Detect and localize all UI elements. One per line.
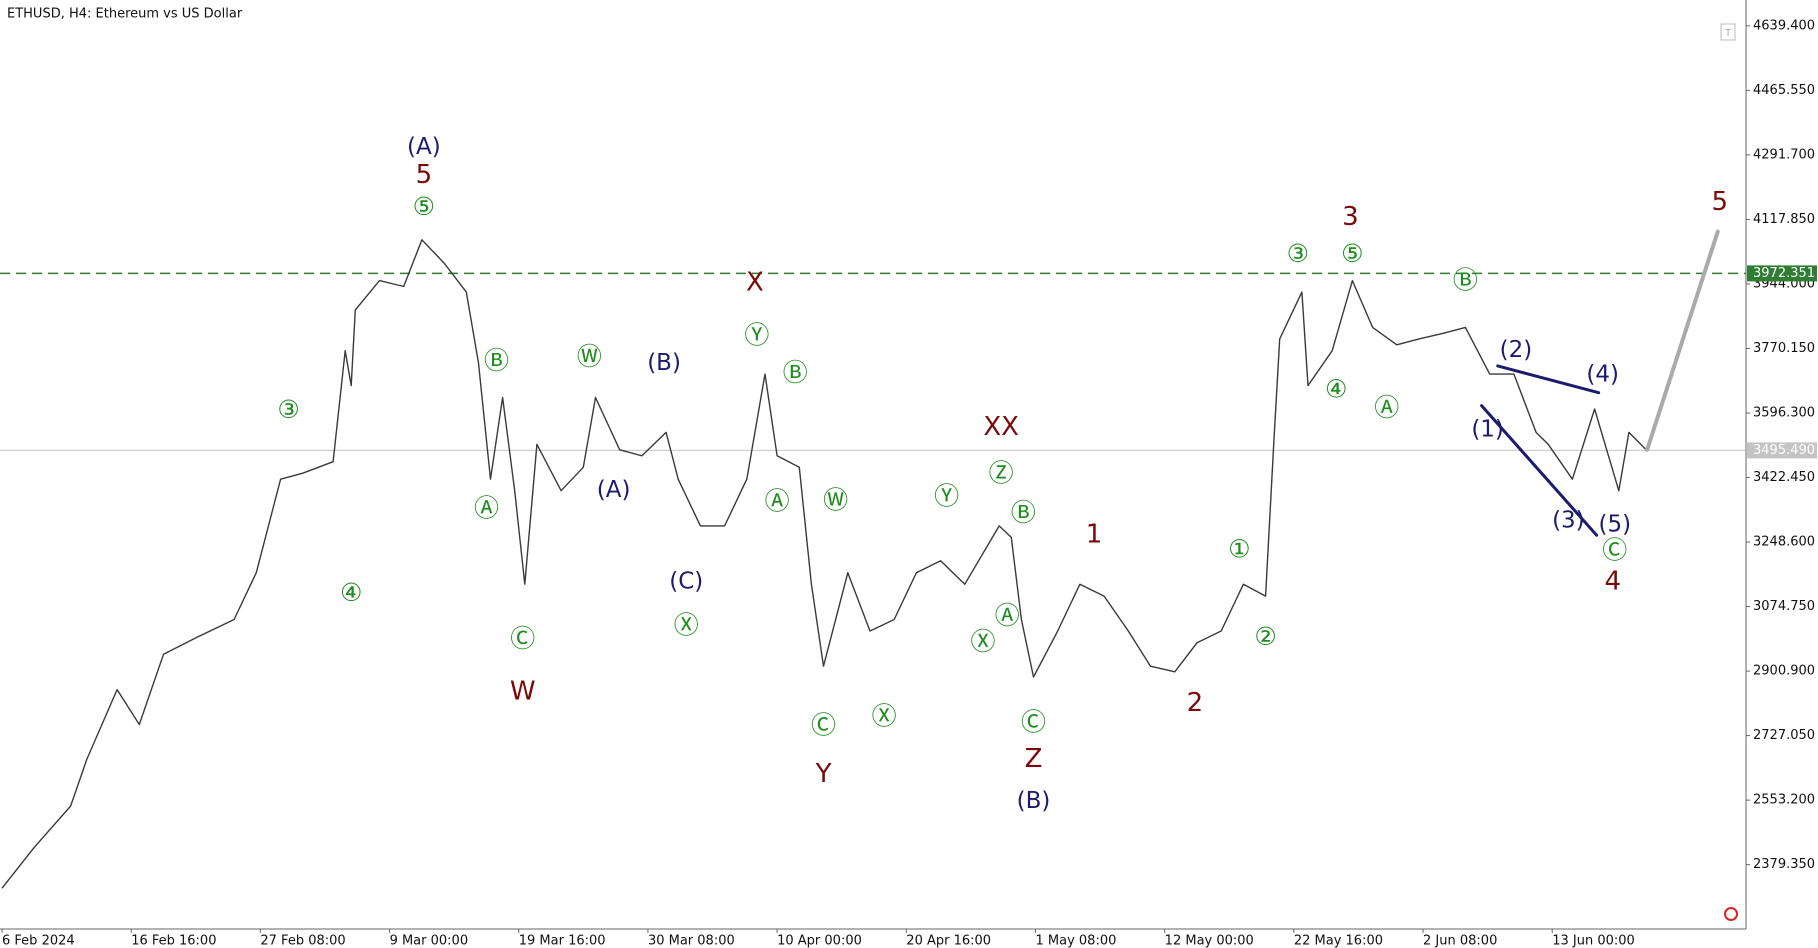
y-tick-label: 3422.450 [1753,470,1815,485]
wave-label: Ⓑ [783,358,808,387]
wave-label: Ⓑ [1011,498,1036,527]
price-tag-label: 3972.351 [1753,266,1815,281]
y-tick-label: 3074.750 [1753,599,1815,614]
toolbar-icon[interactable] [1720,23,1736,41]
trend-line [1496,364,1601,395]
price-tag-label: 3495.490 [1753,443,1815,458]
x-tick-label: 13 Jun 00:00 [1552,934,1635,948]
x-tick-label: 2 Jun 08:00 [1423,934,1497,948]
wave-label: W [510,676,536,706]
toolbar-icon-glyph: T [1724,28,1732,39]
wave-label: Ⓨ [934,482,959,511]
wave-label: 5 [1711,187,1728,217]
wave-label: Ⓦ [577,342,602,371]
wave-label: (5) [1599,511,1632,537]
wave-label: Ⓦ [823,485,848,514]
wave-label: Z [1025,744,1043,774]
wave-label: Ⓒ [510,624,535,653]
trend-line [1480,404,1599,537]
wave-label: (4) [1586,362,1619,388]
wave-label: Ⓐ [765,487,790,516]
wave-label: (B) [1017,788,1051,814]
wave-label: ④ [1325,374,1347,403]
wave-label: Ⓑ [1453,266,1478,295]
wave-label: ⑤ [413,192,435,221]
wave-label: 5 [416,160,433,190]
wave-label: 4 [1605,566,1622,596]
y-tick-label: 2553.200 [1753,793,1815,808]
wave-label: ⑤ [1341,239,1363,268]
wave-label: (3) [1552,508,1585,534]
wave-label: (1) [1471,417,1504,443]
status-icon[interactable] [1724,907,1738,921]
price-line-series [1,239,1648,889]
wave-label: ② [1254,622,1276,651]
wave-label: Ⓐ [474,494,499,523]
chart-title: ETHUSD, H4: Ethereum vs US Dollar [7,7,243,22]
wave-label: Ⓧ [872,701,897,730]
wave-label: X [746,267,764,297]
x-tick-label: 20 Apr 16:00 [906,934,991,948]
y-tick-label: 2900.900 [1753,664,1815,679]
wave-label: 2 [1187,688,1204,718]
y-tick-label: 4465.550 [1753,83,1815,98]
wave-label: Ⓩ [989,458,1014,487]
wave-label: 3 [1342,202,1359,232]
wave-label: Ⓒ [1602,536,1627,565]
wave-label: Ⓒ [811,711,836,740]
wave-label: ③ [1287,239,1309,268]
y-tick-label: 2727.050 [1753,728,1815,743]
wave-label: (B) [647,350,681,376]
wave-label: (C) [669,568,703,594]
x-tick-label: 30 Mar 08:00 [648,934,735,948]
wave-label: XX [983,412,1019,442]
x-tick-label: 9 Mar 00:00 [390,934,469,948]
wave-label: Ⓨ [744,321,769,350]
wave-label: Ⓒ [1021,707,1046,736]
wave-label: (A) [407,134,441,160]
x-tick-label: 12 May 00:00 [1165,934,1254,948]
wave-label: Ⓐ [1374,393,1399,422]
y-tick-label: 3596.300 [1753,405,1815,420]
trend-line [1645,229,1720,452]
x-tick-label: 16 Feb 16:00 [131,934,216,948]
x-tick-label: 6 Feb 2024 [2,934,75,948]
wave-label: Ⓧ [674,611,699,640]
x-tick-label: 19 Mar 16:00 [519,934,606,948]
wave-label: ④ [340,578,362,607]
price-tag [1747,442,1817,459]
y-tick-label: 4291.700 [1753,147,1815,162]
y-tick-label: 3770.150 [1753,341,1815,356]
wave-label: Ⓐ [995,601,1020,630]
x-tick-label: 1 May 08:00 [1035,934,1116,948]
price-tag [1747,265,1817,282]
y-tick-label: 3248.600 [1753,535,1815,550]
wave-label: Y [815,759,832,789]
wave-label: (2) [1500,337,1533,363]
y-tick-label: 4639.400 [1753,18,1815,33]
y-tick-label: 4117.850 [1753,212,1815,227]
x-tick-label: 22 May 16:00 [1294,934,1383,948]
wave-label: ③ [277,395,299,424]
wave-label: Ⓑ [484,346,509,375]
wave-label: Ⓧ [971,627,996,656]
y-tick-label: 2379.350 [1753,857,1815,872]
wave-label: (A) [597,477,631,503]
x-tick-label: 10 Apr 00:00 [777,934,862,948]
wave-label: ① [1228,534,1250,563]
wave-label: 1 [1086,520,1103,550]
x-tick-label: 27 Feb 08:00 [260,934,345,948]
